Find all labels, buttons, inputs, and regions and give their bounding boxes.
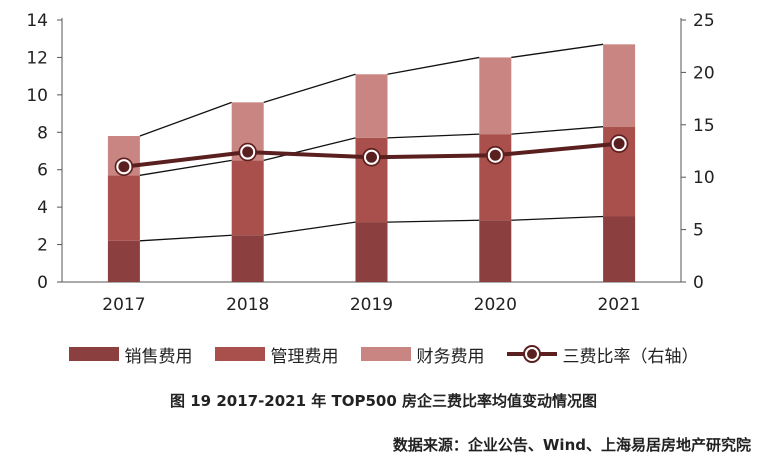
bar-segment — [479, 220, 512, 282]
stack-connector-line — [387, 56, 480, 75]
ratio-point-ring — [114, 157, 134, 176]
legend-line-marker — [524, 347, 539, 361]
legend-label-finance: 财务费用 — [416, 346, 485, 367]
stack-connector-line — [387, 219, 480, 223]
bar-segment — [479, 57, 512, 135]
bar-segment — [603, 216, 636, 282]
left-tick-label: 4 — [37, 198, 48, 218]
connector-lines — [139, 43, 604, 242]
right-tick-label: 20 — [693, 63, 715, 83]
left-tick-label: 10 — [26, 86, 48, 106]
legend-item-sales: 销售费用 — [68, 342, 193, 367]
legend-line-ratio — [506, 347, 557, 361]
stack-connector-line — [139, 101, 232, 137]
x-tick-label: 2021 — [597, 295, 640, 315]
ratio-point — [611, 136, 627, 152]
ratio-point-ring — [362, 148, 381, 167]
left-tick-label: 6 — [37, 161, 48, 181]
bar-segment — [231, 235, 264, 282]
right-tick-label: 25 — [693, 11, 715, 31]
stack-connector-line — [387, 133, 480, 139]
bar-segment — [603, 44, 636, 127]
ratio-point — [240, 144, 256, 160]
bar-segment — [355, 74, 388, 138]
stack-connector-line — [263, 221, 356, 236]
right-tick-label: 5 — [693, 221, 704, 241]
right-tick-label: 10 — [693, 168, 715, 188]
x-tick-label: 2020 — [474, 295, 517, 315]
tick-labels: 0 2 4 6 8 10 12 14 0 5 10 15 20 25 2017 2018 2019 2020 202… — [26, 11, 714, 315]
left-tick-label: 14 — [26, 11, 48, 31]
ratio-point — [487, 147, 503, 163]
stack-connector-line — [511, 215, 604, 221]
x-tick-label: 2017 — [102, 295, 145, 315]
right-tick-label: 15 — [693, 116, 715, 136]
left-tick-label: 12 — [26, 48, 48, 68]
legend-item-finance: 财务费用 — [360, 342, 485, 367]
legend-item-admin: 管理费用 — [214, 342, 339, 367]
ratio-line — [114, 134, 629, 176]
ratio-point-ring — [238, 142, 257, 162]
legend-label-ratio: 三费比率（右轴） — [562, 346, 699, 367]
stack-connector-line — [511, 126, 604, 135]
ratio-point-ring — [486, 145, 505, 165]
stack-connector-line — [263, 73, 356, 103]
bar-segment — [231, 160, 264, 236]
legend-label-admin: 管理费用 — [270, 346, 339, 367]
ratio-point — [364, 149, 379, 165]
left-tick-label: 2 — [37, 236, 48, 256]
legend-swatch-admin — [214, 347, 265, 361]
bar-segment — [107, 240, 140, 282]
left-tick-label: 8 — [37, 123, 48, 143]
legend-swatch-sales — [68, 347, 119, 361]
legend: 销售费用 管理费用 财务费用 三费比率（右轴） — [0, 340, 767, 368]
ratio-point-ring — [609, 134, 629, 153]
bar-segment — [355, 222, 388, 282]
stack-connector-line — [139, 234, 232, 242]
chart: 0 2 4 6 8 10 12 14 0 5 10 15 20 25 2017 2018 2019 2020 202… — [26, 11, 714, 315]
stack-connector-line — [139, 159, 232, 176]
legend-item-ratio: 三费比率（右轴） — [506, 342, 699, 367]
legend-label-sales: 销售费用 — [124, 346, 193, 367]
left-tick-label: 0 — [37, 273, 48, 293]
ratio-point — [116, 159, 132, 175]
x-tick-label: 2019 — [350, 295, 393, 315]
legend-swatch-finance — [360, 347, 411, 361]
bar-segment — [107, 175, 140, 241]
stack-connector-line — [511, 43, 604, 59]
data-source: 数据来源：企业公告、Wind、上海易居房地产研究院 — [392, 436, 751, 454]
x-tick-label: 2018 — [226, 295, 269, 315]
right-tick-label: 0 — [693, 273, 704, 293]
stack-connector-line — [263, 137, 356, 161]
figure-caption: 图 19 2017-2021 年 TOP500 房企三费比率均值变动情况图 — [170, 392, 597, 410]
